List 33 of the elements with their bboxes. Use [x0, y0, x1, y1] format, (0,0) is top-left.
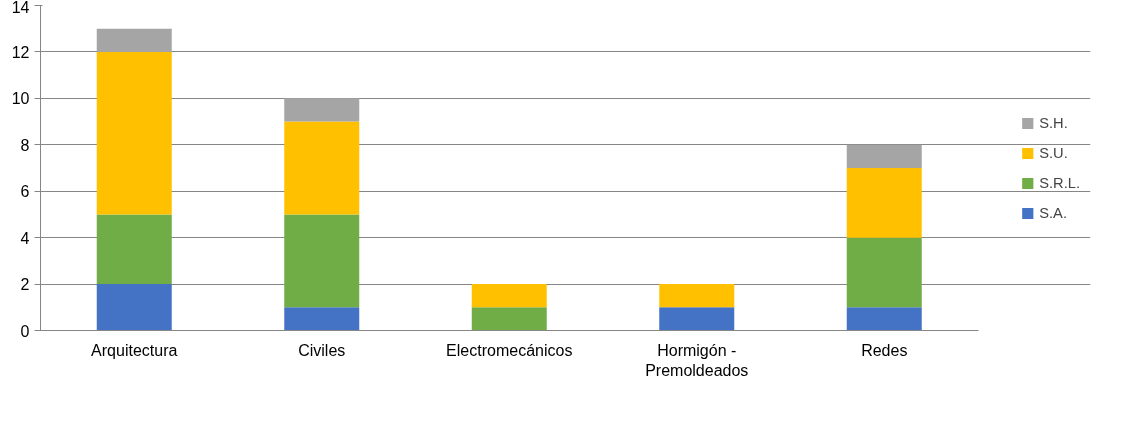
bar [659, 284, 735, 308]
x-tick-label: Hormigón - Premoldeados [645, 341, 749, 379]
y-tick-label: 10 [11, 90, 30, 108]
x-tick-label: Redes [861, 341, 908, 359]
legend-label: S.U. [1039, 144, 1068, 161]
legend-label: S.H. [1039, 114, 1068, 131]
y-tick-label: 0 [20, 322, 30, 340]
y-tick-label: 4 [20, 229, 30, 247]
bar [284, 214, 360, 308]
bar [96, 51, 172, 215]
y-tick-label: 14 [11, 0, 30, 16]
bar [284, 307, 360, 331]
y-tick-label: 6 [20, 183, 30, 201]
x-tick-label: Civiles [298, 341, 346, 359]
y-tick-label: 8 [20, 136, 30, 154]
bar [284, 98, 360, 122]
bar [284, 121, 360, 215]
y-tick-label: 12 [11, 43, 30, 61]
bar [846, 168, 922, 238]
legend-label: S.R.L. [1039, 174, 1080, 191]
legend-label: S.A. [1039, 204, 1067, 221]
x-tick-label: Arquitectura [91, 341, 178, 359]
bar [471, 284, 547, 308]
bar [96, 28, 172, 52]
x-tick-label: Electromecánicos [446, 341, 573, 359]
bar [846, 144, 922, 168]
bar [846, 307, 922, 331]
bar [96, 284, 172, 331]
bar [471, 307, 547, 331]
bar [659, 307, 735, 331]
bar [846, 237, 922, 308]
bar [96, 214, 172, 285]
y-tick-label: 2 [20, 276, 30, 294]
